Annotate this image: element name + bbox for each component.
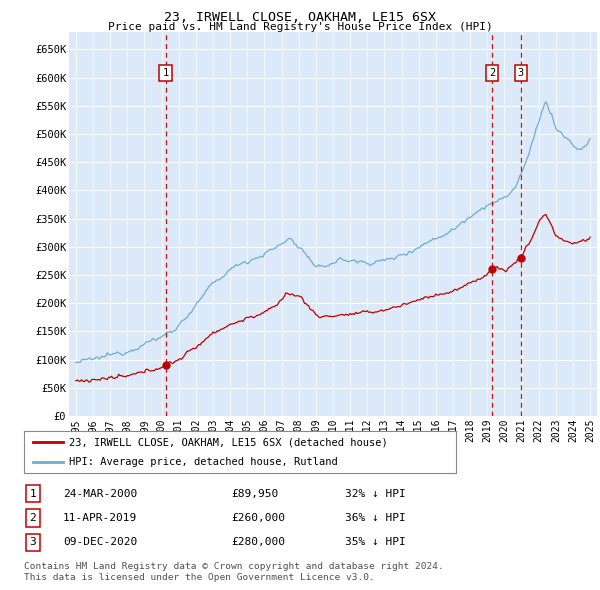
Text: 32% ↓ HPI: 32% ↓ HPI [345,489,406,499]
Text: 36% ↓ HPI: 36% ↓ HPI [345,513,406,523]
Text: 23, IRWELL CLOSE, OAKHAM, LE15 6SX (detached house): 23, IRWELL CLOSE, OAKHAM, LE15 6SX (deta… [70,437,388,447]
Text: 35% ↓ HPI: 35% ↓ HPI [345,537,406,547]
Text: 2: 2 [29,513,37,523]
Text: 3: 3 [518,68,524,78]
Text: 11-APR-2019: 11-APR-2019 [63,513,137,523]
Text: £89,950: £89,950 [231,489,278,499]
Text: 1: 1 [29,489,37,499]
Text: 23, IRWELL CLOSE, OAKHAM, LE15 6SX: 23, IRWELL CLOSE, OAKHAM, LE15 6SX [164,11,436,24]
Text: £260,000: £260,000 [231,513,285,523]
Text: 1: 1 [163,68,169,78]
Text: 2: 2 [489,68,495,78]
Text: £280,000: £280,000 [231,537,285,547]
Text: 3: 3 [29,537,37,547]
Text: Contains HM Land Registry data © Crown copyright and database right 2024.
This d: Contains HM Land Registry data © Crown c… [24,562,444,582]
Text: 24-MAR-2000: 24-MAR-2000 [63,489,137,499]
Text: 09-DEC-2020: 09-DEC-2020 [63,537,137,547]
Text: Price paid vs. HM Land Registry's House Price Index (HPI): Price paid vs. HM Land Registry's House … [107,22,493,32]
Text: HPI: Average price, detached house, Rutland: HPI: Average price, detached house, Rutl… [70,457,338,467]
